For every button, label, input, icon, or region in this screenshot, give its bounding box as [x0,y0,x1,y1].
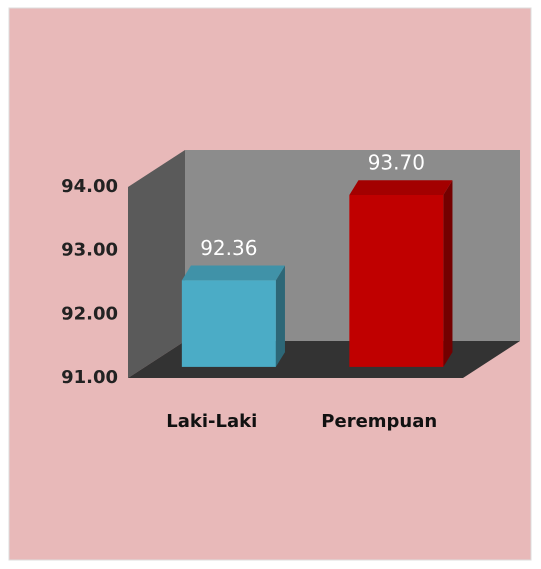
x-tick-label: Perempuan [321,411,437,432]
value-label: 93.70 [368,151,425,175]
bar-top [349,180,453,195]
bar-side [443,180,453,367]
y-tick-label: 94.00 [61,176,118,197]
x-tick-label: Laki-Laki [166,411,257,432]
bar [181,280,276,367]
y-tick-label: 92.00 [61,303,118,324]
y-tick-label: 91.00 [61,367,118,388]
bar-side [275,265,285,367]
bar [349,195,444,367]
y-tick-label: 93.00 [61,240,118,261]
side-wall [128,150,185,378]
bar-top [181,265,285,281]
value-label: 92.36 [200,236,257,260]
